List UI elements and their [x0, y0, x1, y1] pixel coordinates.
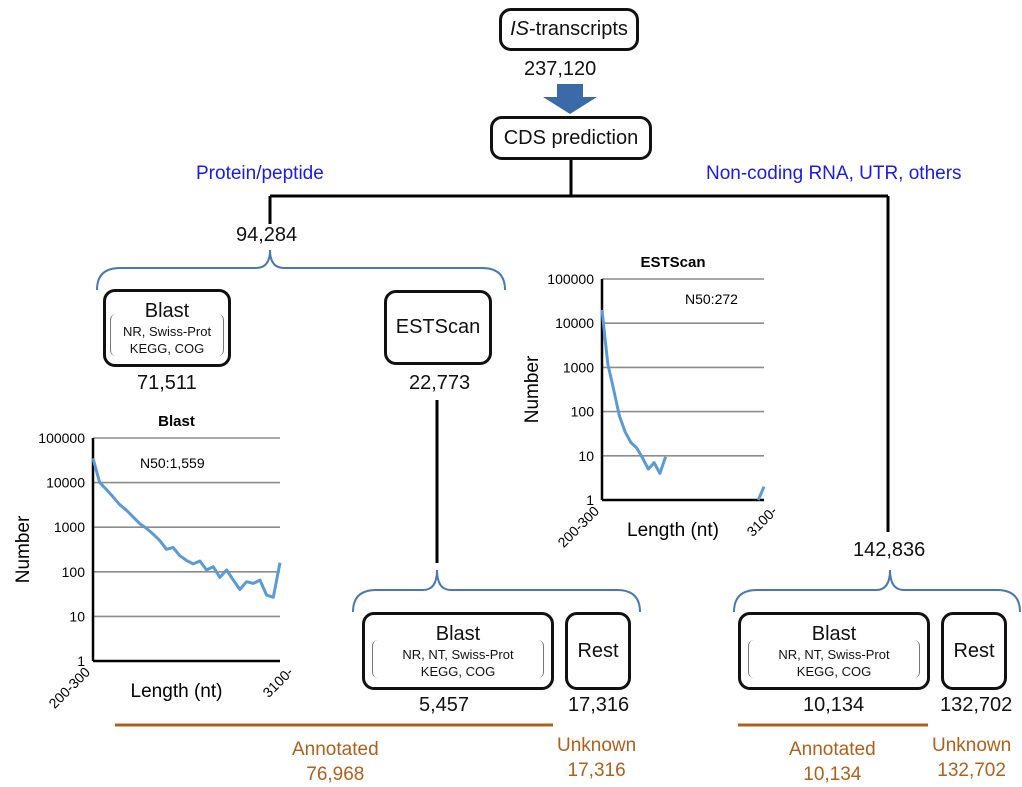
protein-blast-db-bracket — [110, 314, 224, 356]
is-transcripts-box: IS-transcripts — [499, 8, 639, 51]
protein-blast-count: 71,511 — [137, 372, 197, 394]
left-annotated-value: 76,968 — [306, 764, 365, 785]
blast-length-chart: Blast 100000 10000 1000 100 10 1 N50:1,559 200-3… — [13, 413, 296, 711]
estscan-count: 22,773 — [409, 372, 471, 394]
noncoding-rest-box: Rest — [941, 612, 1007, 690]
bracket-estscan — [352, 569, 641, 613]
protein-blast-db-line1: NR, Swiss-Prot — [122, 323, 212, 339]
right-annotated-label: Annotated — [789, 739, 876, 760]
estscan-blast-title: Blast — [435, 622, 481, 645]
y-tick-label: 10000 — [555, 315, 594, 331]
protein-count: 94,284 — [236, 224, 298, 246]
protein-branch-label: Protein/peptide — [196, 163, 324, 184]
right-annotated-value: 10,134 — [803, 764, 862, 785]
estscan-blast-db-line2: KEGG, COG — [420, 663, 496, 679]
y-tick-label: 10 — [578, 448, 594, 464]
estscan-blast-db-bracket — [372, 640, 544, 678]
noncoding-blast-db-bracket — [748, 640, 920, 678]
noncoding-count: 142,836 — [853, 539, 926, 561]
y-tick-label: 10000 — [46, 475, 85, 491]
y-tick-label: 1 — [77, 653, 85, 669]
cds-prediction-box: CDS prediction — [490, 116, 652, 160]
y-tick-label: 100 — [571, 404, 595, 420]
protein-rest-box: Rest — [565, 612, 631, 690]
noncoding-blast-count: 10,134 — [803, 694, 865, 716]
y-axis-label: Number — [13, 515, 34, 583]
left-unknown-value: 17,316 — [567, 760, 626, 781]
protein-blast-db-line2: KEGG, COG — [129, 340, 205, 356]
right-unknown-value: 132,702 — [937, 760, 1006, 781]
down-arrow-icon — [543, 84, 597, 114]
right-annotated-summary: Annotated 10,134 — [789, 737, 876, 787]
x-tick-label: 3100- — [743, 503, 780, 540]
n50-annotation: N50:272 — [685, 291, 738, 307]
bracket-protein — [96, 249, 506, 291]
is-suffix: -transcripts — [529, 18, 628, 40]
bracket-noncoding — [733, 569, 1021, 613]
estscan-length-chart: ESTScan 100000 10000 1000 100 10 1 N50:272 200-3… — [522, 254, 780, 550]
y-tick-label: 100 — [62, 564, 86, 580]
series-line — [600, 309, 668, 475]
x-tick-label: 200-300 — [45, 664, 93, 712]
left-annotated-summary: Annotated 76,968 — [292, 737, 379, 787]
estscan-blast-box: Blast NR, NT, Swiss-Prot KEGG, COG — [362, 612, 554, 690]
left-annotated-label: Annotated — [292, 739, 379, 760]
noncoding-blast-box: Blast NR, NT, Swiss-Prot KEGG, COG — [738, 612, 930, 690]
right-unknown-label: Unknown — [932, 735, 1012, 756]
y-tick-label: 1000 — [54, 519, 85, 535]
left-unknown-summary: Unknown 17,316 — [557, 733, 636, 783]
left-unknown-label: Unknown — [557, 735, 637, 756]
y-tick-label: 1 — [586, 492, 594, 508]
estscan-box: ESTScan — [384, 290, 492, 365]
y-tick-label: 100000 — [547, 271, 594, 287]
y-tick-label: 10 — [69, 608, 85, 624]
chart-title: Blast — [158, 413, 195, 430]
protein-blast-title: Blast — [144, 299, 190, 322]
x-tick-label: 3100- — [259, 664, 296, 701]
is-count: 237,120 — [524, 58, 597, 80]
noncoding-blast-db-line1: NR, NT, Swiss-Prot — [778, 646, 890, 662]
noncoding-rest-count: 132,702 — [940, 694, 1013, 716]
noncoding-blast-title: Blast — [811, 622, 857, 645]
is-prefix: IS — [510, 18, 529, 40]
protein-blast-box: Blast NR, Swiss-Prot KEGG, COG — [103, 289, 231, 367]
protein-rest-count: 17,316 — [568, 694, 630, 716]
x-axis-label: Length (nt) — [131, 681, 223, 702]
noncoding-rest-label: Rest — [953, 639, 995, 662]
estscan-blast-count: 5,457 — [419, 694, 470, 716]
n50-annotation: N50:1,559 — [140, 455, 205, 471]
x-tick-label: 200-300 — [554, 503, 602, 551]
estscan-blast-db-line1: NR, NT, Swiss-Prot — [402, 646, 514, 662]
right-unknown-summary: Unknown 132,702 — [932, 733, 1011, 783]
y-tick-label: 100000 — [38, 430, 85, 446]
cds-label: CDS prediction — [503, 126, 639, 149]
chart-title: ESTScan — [640, 254, 705, 271]
y-axis-label: Number — [522, 355, 543, 423]
series-line — [756, 486, 766, 501]
y-tick-label: 1000 — [563, 359, 594, 375]
x-axis-label: Length (nt) — [627, 520, 719, 541]
noncoding-blast-db-line2: KEGG, COG — [796, 663, 872, 679]
noncoding-branch-label: Non-coding RNA, UTR, others — [706, 163, 962, 184]
estscan-label: ESTScan — [395, 316, 481, 338]
series-line — [91, 457, 282, 599]
protein-rest-label: Rest — [577, 639, 619, 662]
